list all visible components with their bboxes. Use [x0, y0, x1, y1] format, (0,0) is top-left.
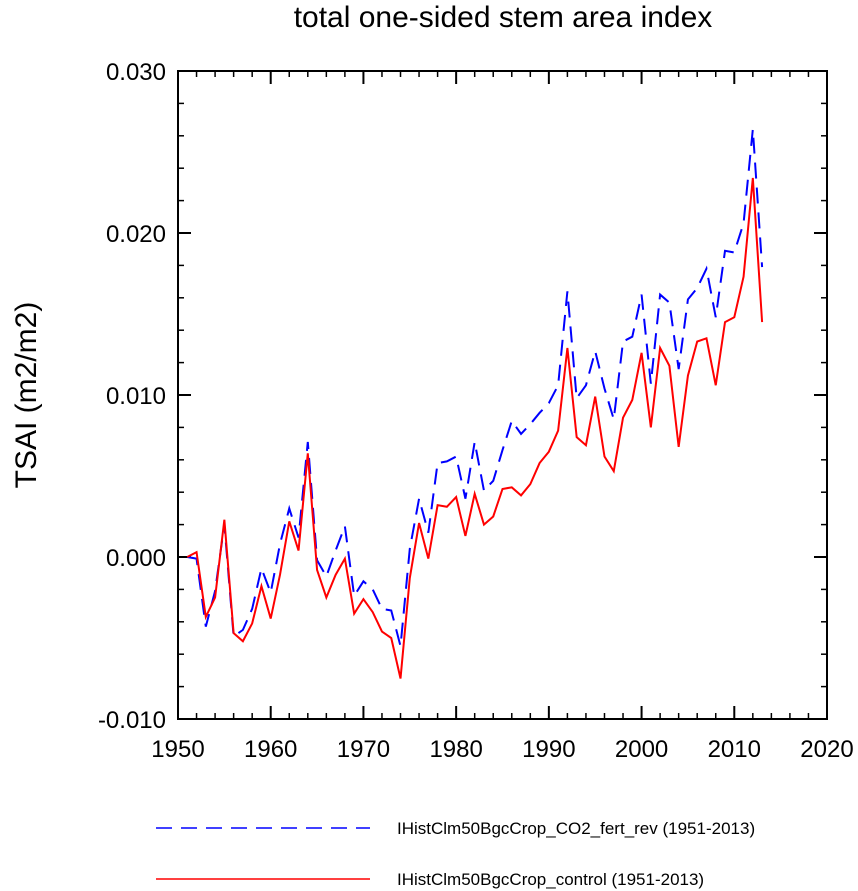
y-tick-label: 0.000 [106, 545, 166, 572]
x-tick-label: 1990 [522, 736, 575, 763]
chart-title: total one-sided stem area index [294, 1, 713, 34]
x-tick-label: 1980 [429, 736, 482, 763]
series-line-0 [187, 129, 764, 647]
x-tick-label: 1960 [244, 736, 297, 763]
x-tick-label: 2020 [800, 736, 853, 763]
axis-ticks: 1950 1960 1970 1980 1990 2000 2010 2020 -0.010 0.… [98, 59, 854, 763]
x-tick-label: 2000 [615, 736, 668, 763]
x-tick-label: 1970 [337, 736, 390, 763]
series-line-1 [186, 177, 764, 679]
legend: IHistClm50BgcCrop_CO2_fert_rev (1951-201… [156, 819, 755, 889]
y-tick-label: 0.030 [106, 59, 166, 86]
legend-label-1: IHistClm50BgcCrop_control (1951-2013) [397, 870, 704, 889]
y-tick-label: 0.020 [106, 221, 166, 248]
plot-frame [177, 70, 828, 720]
y-tick-label: -0.010 [98, 707, 166, 734]
y-tick-label: 0.010 [106, 383, 166, 410]
series-layer [186, 129, 764, 679]
x-tick-label: 2010 [708, 736, 761, 763]
x-tick-label: 1950 [151, 736, 204, 763]
y-axis-label: TSAI (m2/m2) [10, 302, 43, 489]
legend-label-0: IHistClm50BgcCrop_CO2_fert_rev (1951-201… [397, 819, 755, 838]
